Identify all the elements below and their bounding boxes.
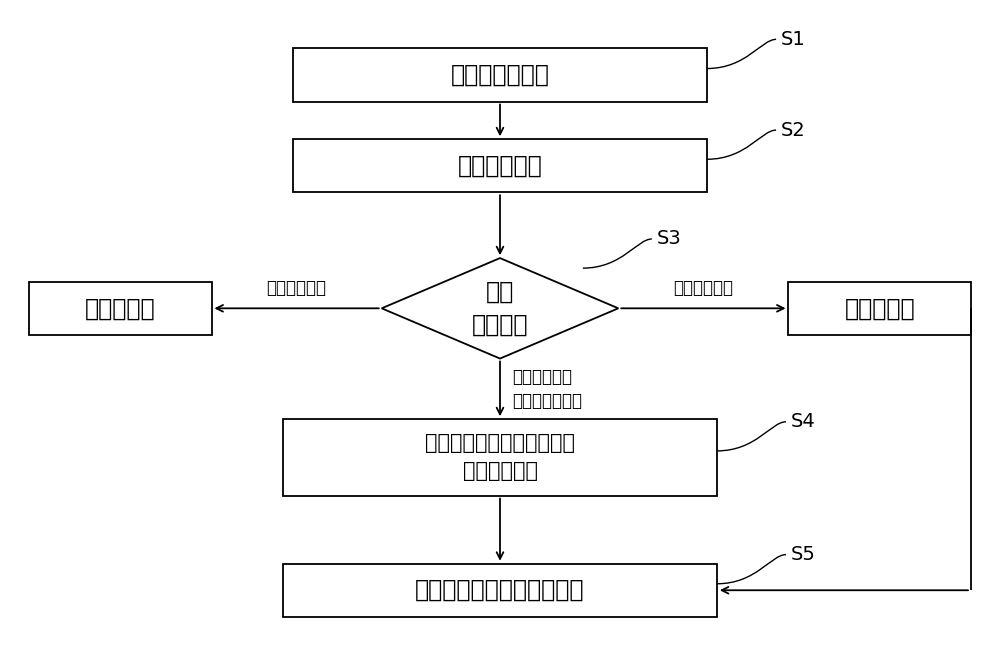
Text: 大于第二阈值
且小于第一阈值: 大于第二阈值 且小于第一阈值 (512, 368, 582, 410)
Text: 振动信号预处理: 振动信号预处理 (451, 63, 549, 87)
Polygon shape (382, 258, 618, 359)
Text: 小于第二阈值: 小于第二阈值 (267, 279, 327, 297)
Bar (283, 563, 717, 617)
Text: 大于第一阈值: 大于第一阈值 (673, 279, 733, 297)
Text: S3: S3 (657, 230, 682, 248)
Text: S2: S2 (781, 120, 806, 140)
Text: 判断
相关系数: 判断 相关系数 (472, 279, 528, 337)
Bar (29, 282, 212, 335)
Text: S5: S5 (791, 545, 816, 564)
Text: 重构分量得到振动特征信号: 重构分量得到振动特征信号 (415, 578, 585, 602)
Text: 舍弃该分量: 舍弃该分量 (85, 297, 156, 320)
Bar (788, 282, 971, 335)
Bar (283, 419, 717, 496)
Text: S1: S1 (781, 30, 806, 49)
Text: 确定为第二目标信号分量，
进行降噪处理: 确定为第二目标信号分量， 进行降噪处理 (425, 434, 575, 481)
Bar (293, 139, 707, 192)
Text: 经验模态分解: 经验模态分解 (458, 154, 542, 177)
Text: S4: S4 (791, 412, 816, 431)
Text: 保留该分量: 保留该分量 (844, 297, 915, 320)
Bar (293, 48, 707, 101)
